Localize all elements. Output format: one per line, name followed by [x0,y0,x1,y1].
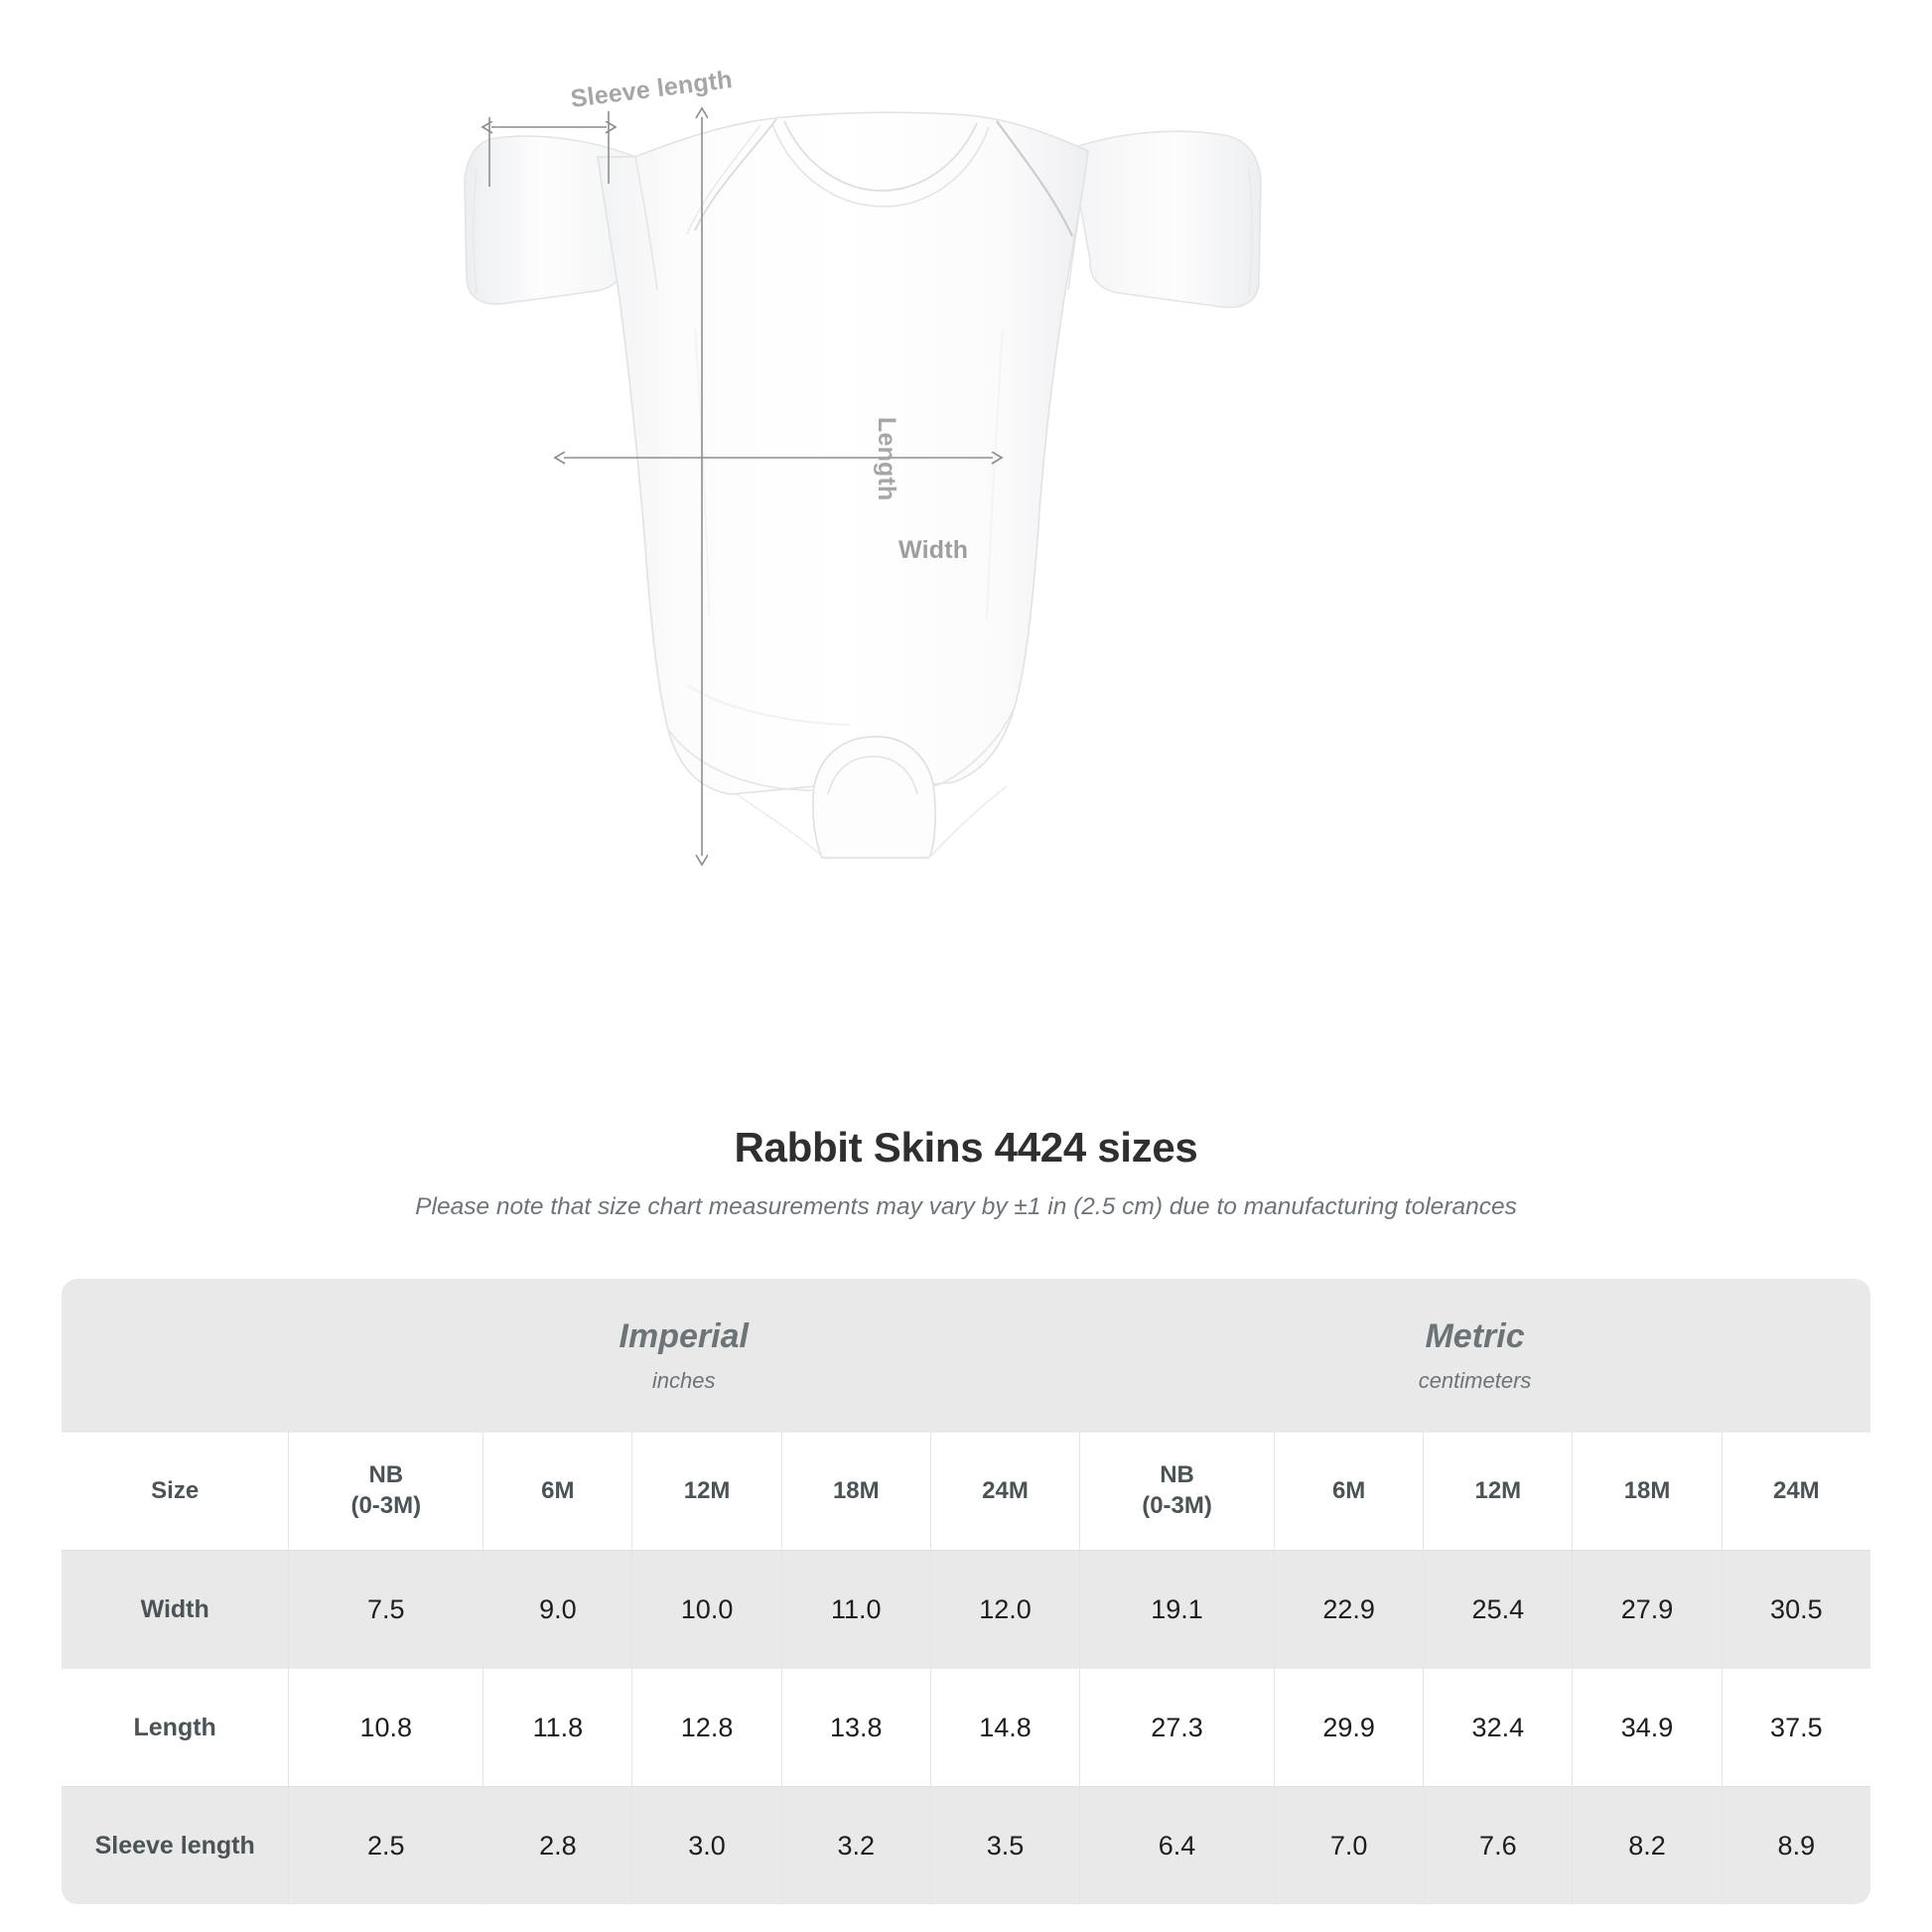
cell-sleeve-metric-24m: 8.9 [1721,1786,1870,1904]
cell-length-metric-nb: 27.3 [1079,1668,1274,1786]
cell-width-imperial-18m: 11.0 [780,1550,930,1668]
width-annotation-label: Width [898,536,969,564]
table-row: Width 7.5 9.0 10.0 11.0 12.0 19.1 22.9 2… [62,1550,1870,1668]
column-header-metric-24m: 24M [1721,1433,1870,1550]
cell-width-metric-6m: 22.9 [1274,1550,1424,1668]
row-label-sleeve-length: Sleeve length [62,1786,289,1904]
cell-length-imperial-12m: 12.8 [631,1668,781,1786]
cell-length-imperial-nb: 10.8 [288,1668,483,1786]
cell-width-imperial-24m: 12.0 [929,1550,1080,1668]
cell-length-metric-12m: 32.4 [1423,1668,1573,1786]
cell-length-metric-24m: 37.5 [1721,1668,1870,1786]
garment-body [464,111,1262,859]
cell-length-metric-6m: 29.9 [1274,1668,1424,1786]
unit-sub-imperial: inches [651,1368,716,1394]
column-header-imperial-6m: 6M [483,1433,632,1550]
cell-sleeve-imperial-nb: 2.5 [288,1786,483,1904]
cell-width-imperial-6m: 9.0 [483,1550,632,1668]
bodysuit-diagram [464,0,1262,1112]
size-nb-line2-metric: (0-3M) [1142,1492,1212,1519]
cell-sleeve-metric-nb: 6.4 [1079,1786,1274,1904]
unit-sub-metric: centimeters [1418,1368,1532,1394]
page-subtitle: Please note that size chart measurements… [415,1193,1517,1220]
unit-header-spacer [62,1279,289,1433]
unit-name-metric: Metric [1425,1316,1525,1355]
size-nb-line1-metric: NB [1160,1461,1194,1489]
table-row: Length 10.8 11.8 12.8 13.8 14.8 27.3 29.… [62,1668,1870,1786]
cell-sleeve-metric-12m: 7.6 [1423,1786,1573,1904]
cell-length-imperial-6m: 11.8 [483,1668,632,1786]
column-header-imperial-18m: 18M [780,1433,930,1550]
cell-length-imperial-18m: 13.8 [780,1668,930,1786]
column-header-metric-6m: 6M [1274,1433,1424,1550]
column-header-imperial-24m: 24M [929,1433,1080,1550]
cell-sleeve-imperial-12m: 3.0 [631,1786,781,1904]
garment-illustration: Sleeve length Length Width [464,0,1262,1112]
unit-system-header-row: Imperial inches Metric centimeters [62,1279,1870,1433]
cell-sleeve-imperial-6m: 2.8 [483,1786,632,1904]
cell-length-metric-18m: 34.9 [1572,1668,1722,1786]
measurement-annotations [489,111,993,856]
cell-sleeve-imperial-18m: 3.2 [780,1786,930,1904]
cell-sleeve-metric-6m: 7.0 [1274,1786,1424,1904]
column-header-imperial-12m: 12M [631,1433,781,1550]
cell-width-imperial-12m: 10.0 [631,1550,781,1668]
size-chart-table: Imperial inches Metric centimeters Size … [62,1279,1870,1904]
unit-name-imperial: Imperial [619,1316,749,1355]
length-annotation-label: Length [873,417,900,501]
cell-width-metric-12m: 25.4 [1423,1550,1573,1668]
cell-width-imperial-nb: 7.5 [288,1550,483,1668]
cell-width-metric-nb: 19.1 [1079,1550,1274,1668]
size-chart-table-container: Imperial inches Metric centimeters Size … [62,1279,1870,1904]
page-title: Rabbit Skins 4424 sizes [734,1124,1198,1171]
size-header-row: Size NB (0-3M) 6M 12M 18M 24M NB (0-3M) … [62,1433,1870,1550]
row-label-length: Length [62,1668,289,1786]
cell-width-metric-24m: 30.5 [1721,1550,1870,1668]
title-block: Rabbit Skins 4424 sizes Please note that… [0,1124,1932,1221]
cell-width-metric-18m: 27.9 [1572,1550,1722,1668]
size-nb-line2: (0-3M) [350,1492,422,1519]
cell-sleeve-imperial-24m: 3.5 [929,1786,1080,1904]
column-header-imperial-nb: NB (0-3M) [288,1433,483,1550]
column-header-size: Size [62,1433,289,1550]
column-header-metric-12m: 12M [1423,1433,1573,1550]
column-header-metric-18m: 18M [1572,1433,1722,1550]
cell-sleeve-metric-18m: 8.2 [1572,1786,1722,1904]
row-label-width: Width [62,1550,289,1668]
column-header-metric-nb: NB (0-3M) [1079,1433,1274,1550]
size-nb-line1: NB [368,1461,404,1489]
unit-header-metric: Metric centimeters [1079,1279,1870,1433]
table-row: Sleeve length 2.5 2.8 3.0 3.2 3.5 6.4 7.… [62,1786,1870,1904]
cell-length-imperial-24m: 14.8 [929,1668,1080,1786]
unit-header-imperial: Imperial inches [288,1279,1080,1433]
